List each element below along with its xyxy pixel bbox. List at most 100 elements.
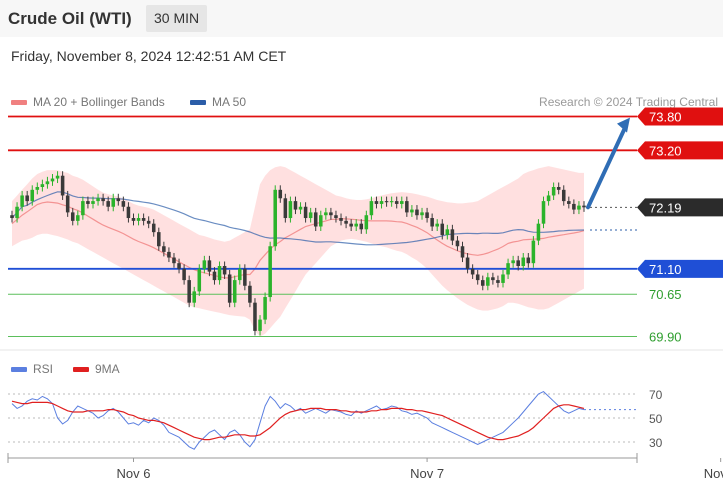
rsi-line — [11, 391, 585, 450]
candle-body — [217, 266, 222, 281]
candle-body — [111, 198, 116, 207]
candle-body — [222, 266, 227, 275]
candle-body — [344, 220, 348, 224]
time-tick-label: Nov 8 — [704, 466, 723, 481]
price-tag-bg — [637, 141, 723, 160]
candle-body — [86, 201, 90, 204]
price-tag-73-20: 73.20 — [637, 141, 723, 160]
candle-body — [567, 201, 571, 204]
candle-body — [572, 203, 576, 210]
candle-body — [450, 229, 455, 241]
price-tag-label: 73.20 — [649, 143, 682, 158]
candle-body — [303, 206, 308, 219]
candle-body — [313, 212, 318, 227]
candle-body — [425, 212, 429, 219]
candle-body — [541, 201, 546, 224]
price-tag-69-90: 69.90 — [649, 330, 682, 345]
candle-body — [131, 218, 136, 221]
instrument-title: Crude Oil (WTI) — [8, 9, 132, 28]
support-label: 69.90 — [649, 330, 682, 345]
legend-ma9: 9MA — [73, 362, 120, 376]
rsi-label: RSI — [33, 362, 54, 376]
candle-body — [526, 257, 531, 264]
candle-body — [157, 232, 161, 247]
rsi-swatch — [11, 367, 27, 373]
credit-text: Research © 2024 Trading Central — [539, 95, 718, 109]
candle-body — [263, 297, 267, 320]
candle-body — [399, 201, 404, 204]
candle-body — [96, 198, 100, 202]
candle-body — [324, 212, 328, 216]
candle-body — [561, 189, 566, 202]
candle-body — [207, 260, 212, 272]
candle-body — [329, 212, 333, 216]
price-tag-71-10: 71.10 — [637, 259, 723, 278]
candle-body — [81, 201, 85, 216]
candle-body — [339, 218, 343, 221]
price-tag-73-80: 73.80 — [637, 107, 723, 126]
candle-body — [243, 268, 247, 286]
candle-body — [60, 175, 65, 196]
bollinger-band — [12, 166, 584, 337]
candle-body — [202, 260, 207, 269]
candle-body — [501, 274, 505, 283]
candle-body — [15, 206, 19, 219]
candle-body — [551, 187, 556, 196]
candle-body — [394, 201, 399, 204]
candle-body — [50, 178, 55, 182]
rsi-tick-label: 70 — [649, 388, 663, 402]
candle-body — [197, 268, 202, 292]
timeframe-badge[interactable]: 30 MIN — [146, 5, 208, 32]
candle-body — [45, 181, 50, 185]
candle-body — [379, 201, 384, 204]
candle-body — [369, 201, 374, 216]
candle-body — [126, 206, 131, 219]
candle-body — [308, 212, 313, 219]
candle-body — [521, 257, 526, 266]
candle-body — [334, 215, 338, 219]
candle-body — [192, 291, 197, 303]
candle-body — [106, 201, 110, 207]
candle-body — [460, 246, 465, 258]
candle-body — [20, 195, 24, 207]
candle-body — [30, 189, 35, 202]
candle-body — [354, 223, 358, 227]
price-tag-bg — [637, 107, 723, 126]
price-tag-label: 72.19 — [649, 200, 682, 215]
legend-ma50: MA 50 — [190, 95, 246, 109]
candle-body — [288, 201, 293, 219]
candle-body — [70, 212, 75, 221]
candle-body — [384, 201, 389, 203]
ma20-label: MA 20 + Bollinger Bands — [33, 95, 165, 109]
candle-body — [516, 260, 520, 266]
candle-body — [65, 195, 70, 213]
candle-body — [76, 215, 80, 221]
candle-body — [40, 184, 45, 187]
candle-body — [298, 206, 303, 210]
time-tick-label: Nov 6 — [117, 466, 151, 481]
candle-body — [556, 187, 561, 190]
candle-body — [182, 268, 186, 281]
candle-body — [455, 240, 460, 247]
candle-body — [232, 280, 237, 303]
legend-ma20: MA 20 + Bollinger Bands — [11, 95, 165, 109]
forecast-arrow-head — [617, 117, 630, 133]
candle-body — [486, 277, 490, 286]
price-tag-bg — [637, 259, 723, 278]
candle-body — [258, 319, 262, 331]
candle-body — [136, 218, 141, 221]
legend-rsi: RSI — [11, 362, 53, 376]
ma50-swatch — [190, 100, 206, 106]
candle-body — [410, 209, 414, 213]
price-tag-label: 71.10 — [649, 262, 682, 277]
candle-body — [283, 198, 288, 219]
ma20-swatch — [11, 100, 27, 106]
candle-body — [349, 223, 353, 227]
price-tag-bg — [637, 198, 723, 217]
candle-body — [167, 251, 171, 258]
candle-body — [440, 223, 445, 235]
candle-body — [278, 189, 283, 199]
candle-body — [435, 223, 439, 227]
candle-body — [253, 302, 257, 331]
candle-body — [248, 285, 252, 303]
